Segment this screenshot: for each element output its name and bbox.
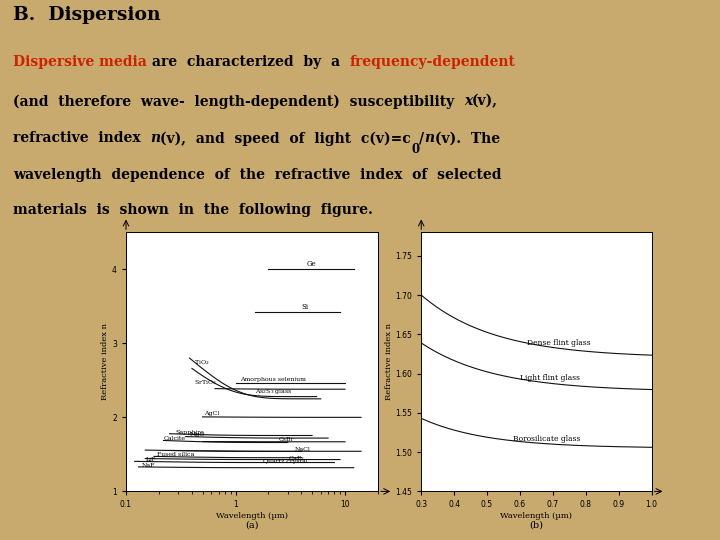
- Text: Quartz crystal: Quartz crystal: [264, 460, 308, 464]
- Text: Dense flint glass: Dense flint glass: [526, 339, 590, 347]
- Text: (a): (a): [246, 521, 258, 530]
- X-axis label: Wavelength (µm): Wavelength (µm): [216, 512, 288, 520]
- Text: MgO: MgO: [189, 432, 205, 437]
- Text: Amorphous selenium: Amorphous selenium: [240, 377, 306, 382]
- X-axis label: Wavelength (µm): Wavelength (µm): [500, 512, 572, 520]
- Text: SrTiO$_3$: SrTiO$_3$: [194, 378, 217, 387]
- Text: Sapphire: Sapphire: [175, 430, 204, 435]
- Text: (and  therefore  wave-  length-dependent)  susceptibility: (and therefore wave- length-dependent) s…: [13, 94, 464, 109]
- Text: Ge: Ge: [307, 260, 317, 268]
- Text: materials  is  shown  in  the  following  figure.: materials is shown in the following figu…: [13, 203, 373, 217]
- Text: Fused silica: Fused silica: [156, 452, 194, 457]
- Text: Light flint glass: Light flint glass: [520, 374, 580, 382]
- Text: As$_2$S$_3$ glass: As$_2$S$_3$ glass: [255, 387, 292, 396]
- Text: AgCl: AgCl: [204, 411, 220, 416]
- Text: refractive  index: refractive index: [13, 131, 150, 145]
- Text: (v),: (v),: [472, 94, 498, 109]
- Text: are  characterized  by  a: are characterized by a: [147, 56, 350, 70]
- Text: wavelength  dependence  of  the  refractive  index  of  selected: wavelength dependence of the refractive …: [13, 168, 501, 183]
- Text: Calcite: Calcite: [163, 436, 186, 441]
- Text: Dispersive media: Dispersive media: [13, 56, 147, 70]
- Text: 0: 0: [411, 143, 419, 156]
- Text: Si: Si: [302, 303, 309, 311]
- Text: LiF: LiF: [145, 457, 156, 462]
- Text: Borosilicate glass: Borosilicate glass: [513, 435, 581, 443]
- Y-axis label: Refractive index n: Refractive index n: [102, 323, 109, 400]
- Text: (v).  The: (v). The: [435, 131, 500, 145]
- Text: n: n: [150, 131, 161, 145]
- Text: (v),  and  speed  of  light  c(v)=c: (v), and speed of light c(v)=c: [161, 131, 411, 146]
- Text: NaCl: NaCl: [295, 447, 311, 452]
- Text: x: x: [464, 94, 472, 109]
- Y-axis label: Refractive index n: Refractive index n: [384, 323, 392, 400]
- Text: B.  Dispersion: B. Dispersion: [13, 6, 161, 24]
- Text: /: /: [419, 131, 425, 145]
- Text: CsBr: CsBr: [279, 437, 294, 442]
- Text: frequency-dependent: frequency-dependent: [350, 56, 516, 70]
- Text: CaF$_2$: CaF$_2$: [288, 455, 305, 463]
- Text: (b): (b): [529, 521, 544, 530]
- Text: n: n: [425, 131, 435, 145]
- Text: TiO$_2$: TiO$_2$: [194, 358, 210, 367]
- Text: NaF: NaF: [142, 463, 156, 468]
